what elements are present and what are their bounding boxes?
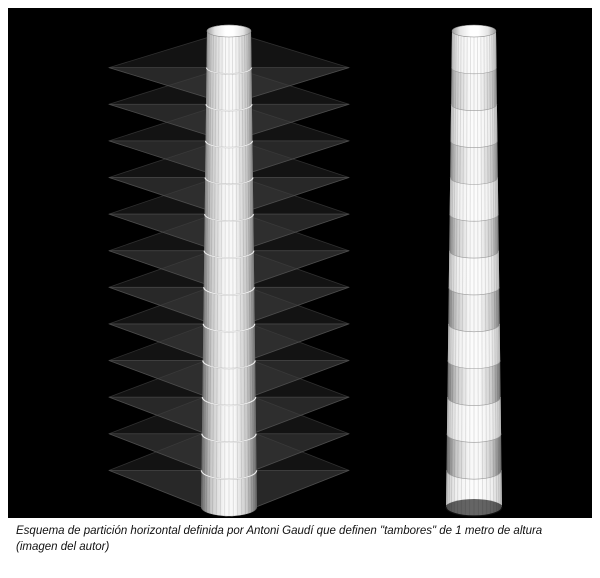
caption-line-1: Esquema de partición horizontal definida… xyxy=(16,525,542,537)
right-column xyxy=(444,25,504,518)
render-viewport xyxy=(8,8,592,518)
caption-line-2: (imagen del autor) xyxy=(16,541,109,553)
figure-container: Esquema de partición horizontal definida… xyxy=(0,0,600,559)
diagram-svg xyxy=(9,9,592,518)
left-column-overlay xyxy=(201,25,257,516)
figure-caption: Esquema de partición horizontal definida… xyxy=(8,518,592,555)
